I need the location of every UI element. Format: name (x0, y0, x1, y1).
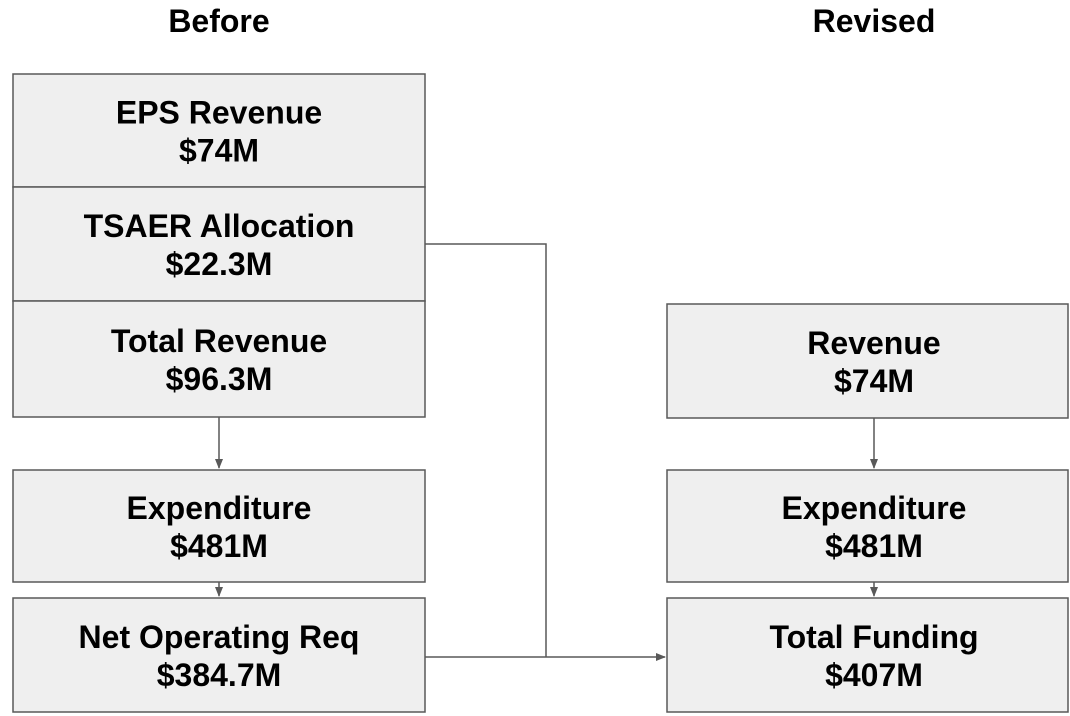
node-value: $22.3M (166, 246, 273, 282)
node-box (12, 300, 426, 418)
node-value: $384.7M (157, 657, 282, 693)
node-box (12, 597, 426, 713)
node-label: Expenditure (782, 490, 967, 526)
node-box (666, 469, 1069, 583)
node-box (666, 303, 1069, 419)
node-label: Net Operating Req (79, 619, 360, 655)
node-box (666, 597, 1069, 713)
node-value: $481M (825, 528, 923, 564)
node-value: $96.3M (166, 361, 273, 397)
node-label: EPS Revenue (116, 95, 322, 131)
node-label: Total Funding (769, 619, 978, 655)
node-value: $74M (834, 363, 914, 399)
column-title: Before (168, 3, 269, 39)
node-box (12, 469, 426, 583)
node-label: Revenue (807, 325, 940, 361)
node-label: Total Revenue (111, 323, 327, 359)
column-title: Revised (813, 3, 936, 39)
node-box (12, 73, 426, 188)
node-label: TSAER Allocation (84, 208, 355, 244)
node-value: $407M (825, 657, 923, 693)
node-label: Expenditure (127, 490, 312, 526)
node-value: $481M (170, 528, 268, 564)
node-box (12, 186, 426, 302)
connector (425, 243, 547, 657)
node-value: $74M (179, 133, 259, 169)
